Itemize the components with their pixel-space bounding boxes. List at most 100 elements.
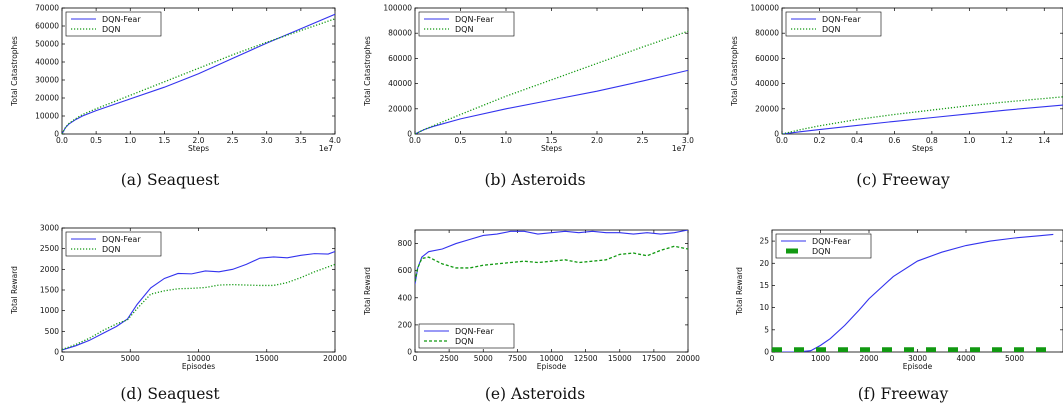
- y-tick-label: 1000: [40, 306, 59, 315]
- x-tick-label: 0: [60, 354, 65, 363]
- series-line-dqn-fear: [62, 251, 335, 351]
- y-tick-label: 25: [759, 237, 769, 246]
- x-tick-label: 1.0: [500, 136, 512, 145]
- chart-panel-1: 0.0 0.5 1.0 1.5 2.0 2.5 3.0 3.5 4.0 0 10000 20000 30…: [10, 4, 341, 190]
- legend-label: DQN: [812, 247, 830, 256]
- x-tick-label: 12500: [574, 354, 598, 363]
- x-tick-label: 1.0: [124, 136, 136, 145]
- x-tick-label: 0.2: [813, 136, 825, 145]
- y-tick-label: 600: [398, 266, 413, 275]
- x-tick-label: 20000: [323, 354, 347, 363]
- legend-label: DQN-Fear: [102, 15, 141, 24]
- chart-panel-4: 0 5000 10000 15000 20000 0 500 1000 1500 2000 2500…: [10, 224, 347, 404]
- series-line-dqn: [782, 96, 1063, 134]
- y-tick-label: 40000: [35, 58, 59, 67]
- x-tick-label: 2.0: [591, 136, 603, 145]
- x-tick-label: 2000: [859, 354, 878, 363]
- legend-label: DQN-Fear: [822, 15, 861, 24]
- y-tick-label: 40000: [388, 79, 412, 88]
- subfigure-caption: (f) Freeway: [858, 385, 949, 403]
- y-tick-label: 80000: [755, 29, 779, 38]
- x-tick-label: 0.4: [851, 136, 863, 145]
- x-tick-label: 0.0: [776, 136, 788, 145]
- x-tick-label: 17500: [642, 354, 666, 363]
- y-axis-label: Total Catastrophes: [730, 36, 739, 107]
- subfigure-caption: (d) Seaquest: [120, 385, 220, 403]
- x-tick-label: 0: [413, 354, 418, 363]
- subfigure-caption: (c) Freeway: [856, 171, 950, 189]
- x-axis-label: Steps: [188, 144, 209, 153]
- x-tick-label: 0.5: [455, 136, 467, 145]
- legend-label: DQN: [102, 245, 120, 254]
- y-tick-label: 20000: [35, 94, 59, 103]
- y-tick-label: 80000: [388, 29, 412, 38]
- x-tick-label: 3000: [908, 354, 927, 363]
- legend-label: DQN: [102, 25, 120, 34]
- x-tick-label: 10000: [540, 354, 564, 363]
- x-tick-label: 2500: [440, 354, 459, 363]
- y-tick-label: 60000: [388, 54, 412, 63]
- y-tick-label: 60000: [755, 54, 779, 63]
- legend-label: DQN-Fear: [455, 15, 494, 24]
- x-tick-label: 1.2: [1001, 136, 1013, 145]
- x-tick-label: 5000: [474, 354, 493, 363]
- y-tick-label: 2500: [40, 244, 59, 253]
- legend-box: [65, 11, 162, 37]
- legend-box: [65, 231, 162, 257]
- y-tick-label: 20000: [755, 104, 779, 113]
- y-tick-label: 10: [759, 303, 769, 312]
- series-line-dqn-fear: [782, 104, 1063, 134]
- x-multiplier: 1e7: [672, 144, 686, 153]
- y-tick-label: 800: [398, 239, 413, 248]
- legend-label: DQN: [822, 25, 840, 34]
- x-tick-label: 4000: [956, 354, 975, 363]
- x-multiplier: 1e7: [319, 144, 333, 153]
- series-line-dqn-fear: [772, 233, 1054, 352]
- y-tick-label: 10000: [35, 112, 59, 121]
- y-tick-label: 3000: [40, 224, 59, 233]
- series-line-dqn: [415, 30, 688, 134]
- legend-box: [775, 233, 872, 259]
- plot-frame: [781, 7, 1063, 135]
- legend-label: DQN-Fear: [455, 327, 494, 336]
- y-tick-label: 2000: [40, 265, 59, 274]
- legend-box: [785, 11, 882, 37]
- y-axis-label: Total Catastrophes: [10, 36, 19, 107]
- x-tick-label: 1.5: [158, 136, 170, 145]
- y-axis-label: Total Reward: [735, 267, 744, 316]
- x-tick-label: 15000: [255, 354, 279, 363]
- subfigure-caption: (a) Seaquest: [121, 171, 220, 189]
- x-tick-label: 0.0: [56, 136, 68, 145]
- x-tick-label: 20000: [676, 354, 700, 363]
- x-tick-label: 3.0: [682, 136, 694, 145]
- x-tick-label: 0.8: [926, 136, 938, 145]
- legend-label: DQN-Fear: [102, 235, 141, 244]
- series-line-dqn-fear: [415, 230, 688, 285]
- y-tick-label: 20000: [388, 104, 412, 113]
- x-tick-label: 5000: [121, 354, 140, 363]
- x-tick-label: 10000: [187, 354, 211, 363]
- x-tick-label: 7500: [508, 354, 527, 363]
- y-tick-label: 0: [54, 348, 59, 357]
- y-axis-label: Total Catastrophes: [363, 36, 372, 107]
- legend-box: [418, 323, 515, 349]
- subfigure-caption: (b) Asteroids: [484, 171, 585, 189]
- x-tick-label: 3.0: [261, 136, 273, 145]
- x-axis-label: Steps: [912, 144, 933, 153]
- series-line-dqn: [415, 245, 688, 282]
- x-tick-label: 2.5: [227, 136, 239, 145]
- x-tick-label: 3.5: [295, 136, 307, 145]
- y-tick-label: 60000: [35, 22, 59, 31]
- y-tick-label: 0: [407, 348, 412, 357]
- y-tick-label: 5: [764, 325, 769, 334]
- legend-label: DQN: [455, 25, 473, 34]
- x-axis-label: Episode: [903, 362, 933, 371]
- x-tick-label: 1.4: [1038, 136, 1050, 145]
- x-axis-label: Episode: [537, 362, 567, 371]
